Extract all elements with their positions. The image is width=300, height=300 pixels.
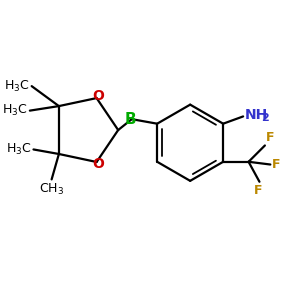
Text: H$_3$C: H$_3$C xyxy=(2,103,28,118)
Text: CH$_3$: CH$_3$ xyxy=(39,182,64,197)
Text: O: O xyxy=(92,157,104,171)
Text: 2: 2 xyxy=(261,113,269,123)
Text: B: B xyxy=(125,112,137,127)
Text: F: F xyxy=(254,184,263,197)
Text: NH: NH xyxy=(245,108,268,122)
Text: O: O xyxy=(92,89,104,103)
Text: F: F xyxy=(272,158,281,171)
Text: H$_3$C: H$_3$C xyxy=(4,79,30,94)
Text: F: F xyxy=(266,130,274,144)
Text: H$_3$C: H$_3$C xyxy=(6,142,32,157)
